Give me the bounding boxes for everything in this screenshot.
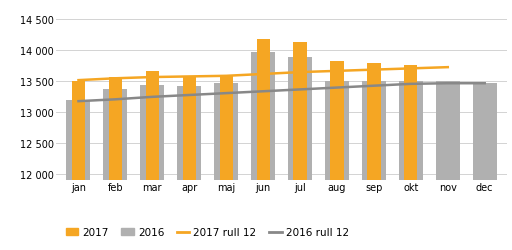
Bar bbox=[214, 84, 238, 250]
Bar bbox=[473, 84, 497, 250]
Legend: 2017, 2016, 2017 rull 12, 2016 rull 12: 2017, 2016, 2017 rull 12, 2016 rull 12 bbox=[61, 223, 353, 242]
Bar bbox=[325, 82, 349, 250]
Bar bbox=[103, 90, 127, 250]
Bar bbox=[220, 76, 233, 250]
Bar bbox=[146, 72, 159, 250]
Bar bbox=[72, 82, 85, 250]
Bar bbox=[251, 52, 275, 250]
Bar bbox=[362, 82, 386, 250]
Bar bbox=[293, 43, 307, 250]
Bar bbox=[330, 62, 344, 250]
Bar bbox=[288, 58, 312, 250]
Bar bbox=[436, 82, 460, 250]
Bar bbox=[177, 86, 201, 250]
Bar bbox=[367, 64, 380, 250]
Bar bbox=[109, 78, 122, 250]
Bar bbox=[404, 66, 417, 250]
Bar bbox=[183, 76, 196, 250]
Bar bbox=[140, 86, 164, 250]
Bar bbox=[67, 100, 91, 250]
Bar bbox=[257, 40, 270, 250]
Bar bbox=[399, 82, 423, 250]
